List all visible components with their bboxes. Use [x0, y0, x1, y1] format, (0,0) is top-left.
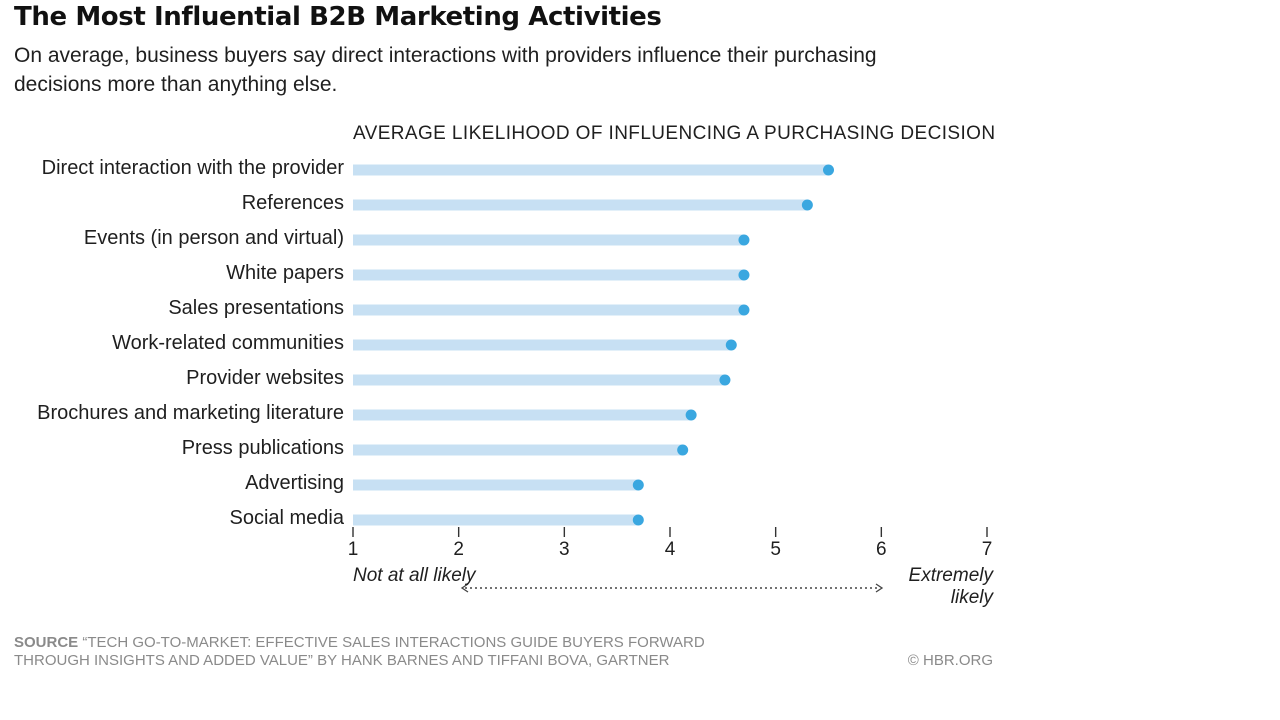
chart-title: The Most Influential B2B Marketing Activ… — [14, 2, 662, 32]
data-point — [632, 514, 644, 526]
category-label: Provider websites — [186, 367, 344, 389]
category-label: Social media — [229, 507, 344, 529]
data-point — [677, 444, 689, 456]
category-label: Events (in person and virtual) — [83, 227, 344, 249]
category-label: Direct interaction with the provider — [41, 157, 344, 179]
source-text: “TECH GO-TO-MARKET: EFFECTIVE SALES INTE… — [14, 634, 705, 669]
data-point — [738, 269, 750, 281]
scale-high-label: Extremely likely — [908, 565, 993, 608]
data-point — [801, 199, 813, 211]
credit: © HBR.ORG — [907, 652, 993, 669]
x-tick-label: 2 — [453, 539, 464, 560]
category-label: Advertising — [245, 472, 344, 494]
chart-subtitle: On average, business buyers say direct i… — [14, 44, 877, 96]
data-point — [632, 479, 644, 491]
x-tick-label: 3 — [559, 539, 570, 560]
category-label: References — [241, 192, 344, 214]
scale-arrow-right-head — [875, 583, 884, 593]
scale-arrow-left-head — [460, 583, 469, 593]
x-tick-label: 5 — [770, 539, 781, 560]
category-label: Press publications — [181, 437, 344, 459]
x-tick-label: 7 — [981, 539, 993, 560]
data-point — [738, 304, 750, 316]
data-point — [719, 374, 731, 386]
data-point — [685, 409, 697, 421]
category-label: Brochures and marketing literature — [37, 402, 344, 424]
data-point — [738, 234, 750, 246]
plot-title: AVERAGE LIKELIHOOD OF INFLUENCING A PURC… — [353, 123, 996, 144]
category-label: Sales presentations — [168, 297, 344, 319]
x-tick-label: 6 — [876, 539, 887, 560]
source-key: SOURCE — [14, 634, 79, 651]
x-tick-label: 1 — [347, 539, 359, 560]
source-note: SOURCE “TECH GO-TO-MARKET: EFFECTIVE SAL… — [14, 634, 714, 670]
x-tick-label: 4 — [664, 539, 676, 560]
data-point — [823, 164, 834, 176]
category-label: Work-related communities — [112, 332, 344, 354]
scale-low-label: Not at all likely — [353, 565, 476, 586]
category-label: White papers — [226, 262, 344, 284]
data-point — [725, 339, 737, 351]
